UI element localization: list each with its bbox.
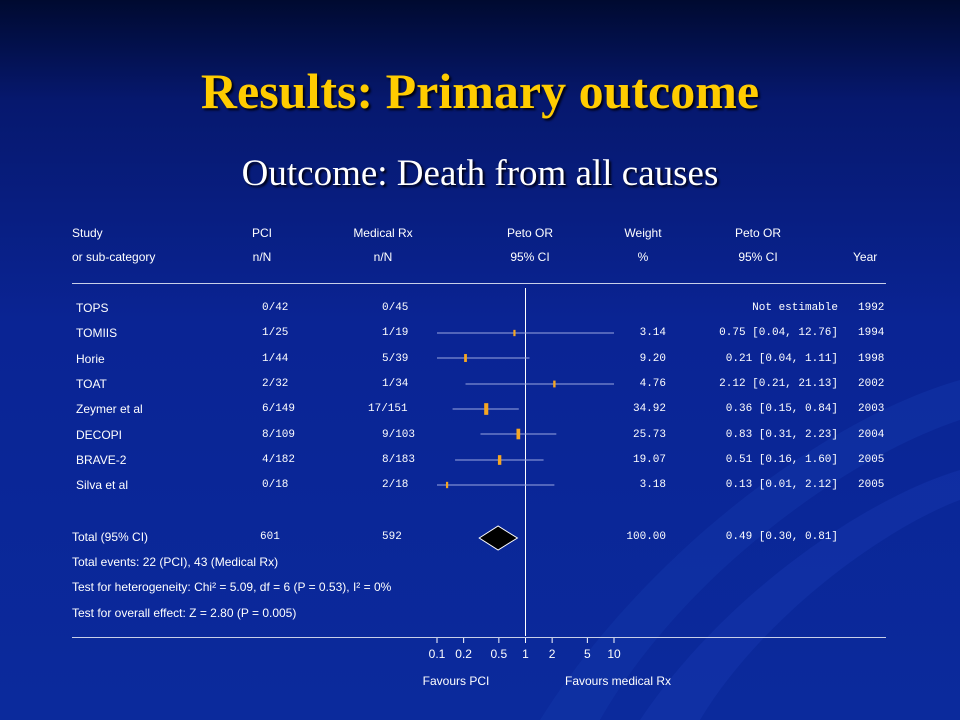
or-value: 0.75 [0.04, 12.76] [719, 327, 838, 339]
pci-events: 6/149 [262, 403, 296, 415]
header-study-sub: or sub-category [72, 250, 156, 264]
header-medical-rx: Medical Rx [353, 226, 413, 240]
tick-label: 0.5 [491, 647, 508, 661]
heterogeneity-test: Test for heterogeneity: Chi² = 5.09, df … [72, 580, 392, 594]
pci-events: 0/18 [262, 479, 289, 491]
tick-label: 1 [522, 647, 529, 661]
header-peto-or-2: Peto OR [734, 226, 782, 240]
total-or: 0.49 [0.30, 0.81] [725, 531, 838, 543]
med-events: 1/34 [382, 378, 409, 390]
year-value: 1994 [858, 327, 885, 339]
year-value: 2005 [858, 454, 885, 466]
study-marker [445, 481, 449, 489]
study-marker [497, 455, 502, 465]
weight-value: 34.92 [632, 403, 666, 415]
tick-label: 2 [549, 647, 556, 661]
page-title: Results: Primary outcome [200, 63, 760, 119]
med-events: 1/19 [382, 327, 409, 339]
med-events: 17/151 [368, 403, 408, 415]
header-study: Study [72, 226, 103, 240]
page-subtitle: Outcome: Death from all causes [241, 153, 719, 194]
header-weight: Weight [624, 226, 662, 240]
total-pci: 601 [260, 531, 280, 543]
total-events: Total events: 22 (PCI), 43 (Medical Rx) [72, 555, 279, 569]
or-value: 0.13 [0.01, 2.12] [725, 479, 838, 491]
med-events: 8/183 [382, 454, 416, 466]
or-value: 0.83 [0.31, 2.23] [725, 429, 838, 441]
top-divider [72, 283, 886, 284]
med-events: 2/18 [382, 479, 409, 491]
weight-value: 25.73 [632, 429, 666, 441]
or-value: 0.51 [0.16, 1.60] [725, 454, 838, 466]
weight-value: 3.14 [639, 327, 666, 339]
or-value: 2.12 [0.21, 21.13] [719, 378, 838, 390]
study-name: TOMIIS [76, 326, 118, 340]
study-marker [464, 354, 467, 362]
pci-events: 2/32 [262, 378, 289, 390]
year-value: 2002 [858, 378, 885, 390]
pci-events: 0/42 [262, 302, 289, 314]
header-weight-sub: % [637, 250, 649, 264]
or-value: 0.21 [0.04, 1.11] [725, 353, 838, 365]
study-name: Silva et al [76, 478, 129, 492]
tick-label: 0.1 [429, 647, 446, 661]
study-marker [513, 329, 516, 337]
header-year: Year [853, 250, 878, 264]
study-marker [516, 428, 521, 440]
study-name: TOPS [76, 301, 109, 315]
weight-value: 3.18 [639, 479, 666, 491]
favours-pci-label: Favours PCI [422, 674, 490, 688]
header-peto-or-2-sub: 95% CI [738, 250, 778, 264]
bottom-divider [72, 637, 886, 638]
weight-value: 9.20 [639, 353, 666, 365]
header-pci: PCI [251, 226, 272, 240]
study-name: Horie [76, 352, 105, 366]
or-value: 0.36 [0.15, 0.84] [725, 403, 838, 415]
tick-label: 0.2 [455, 647, 472, 661]
tick-label: 10 [607, 647, 621, 661]
med-events: 0/45 [382, 302, 409, 314]
favours-medical-label: Favours medical Rx [564, 674, 672, 688]
study-name: TOAT [76, 377, 107, 391]
pci-events: 8/109 [262, 429, 296, 441]
total-label: Total (95% CI) [72, 530, 149, 544]
study-name: Zeymer et al [76, 402, 143, 416]
header-medical-rx-sub: n/N [373, 250, 393, 264]
pooled-diamond [478, 525, 519, 551]
weight-value: 19.07 [632, 454, 666, 466]
study-name: DECOPI [76, 428, 123, 442]
year-value: 2004 [858, 429, 885, 441]
or-value: Not estimable [752, 302, 838, 314]
pci-events: 1/25 [262, 327, 289, 339]
header-peto-or-sub: 95% CI [510, 250, 550, 264]
year-value: 1998 [858, 353, 885, 365]
study-marker [553, 380, 556, 388]
header-pci-sub: n/N [252, 250, 272, 264]
year-value: 2003 [858, 403, 885, 415]
overall-effect-test: Test for overall effect: Z = 2.80 (P = 0… [72, 606, 297, 620]
tick-label: 5 [584, 647, 591, 661]
year-value: 2005 [858, 479, 885, 491]
study-marker [484, 403, 489, 415]
med-events: 9/103 [382, 429, 416, 441]
total-med: 592 [382, 531, 402, 543]
total-weight: 100.00 [626, 531, 666, 543]
study-name: BRAVE-2 [76, 453, 127, 467]
pci-events: 1/44 [262, 353, 289, 365]
header-peto-or: Peto OR [506, 226, 554, 240]
weight-value: 4.76 [639, 378, 666, 390]
med-events: 5/39 [382, 353, 409, 365]
year-value: 1992 [858, 302, 885, 314]
pci-events: 4/182 [262, 454, 296, 466]
